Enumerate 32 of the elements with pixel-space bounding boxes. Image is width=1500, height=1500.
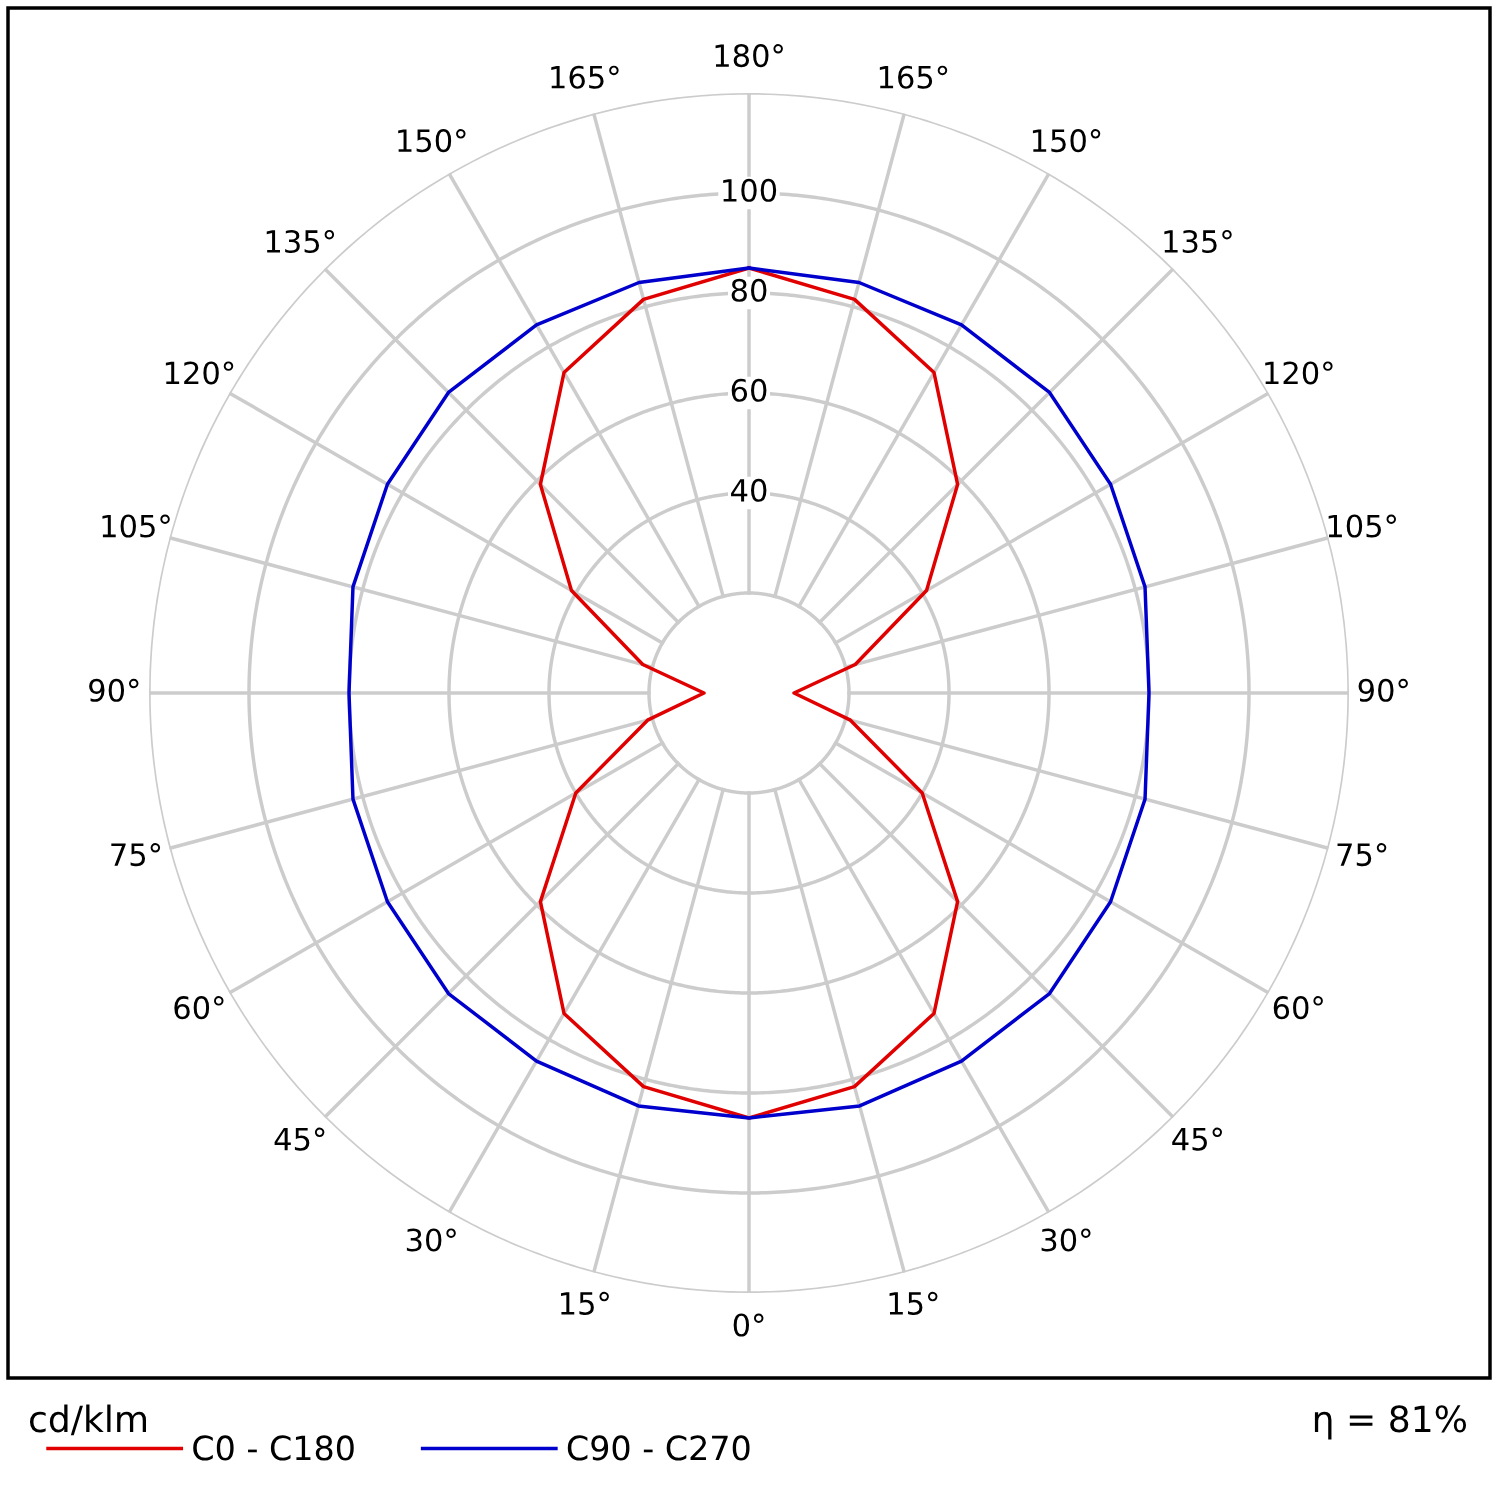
- y-tick-label: 100: [723, 178, 777, 202]
- spoke-label: 150°: [1032, 129, 1101, 153]
- spoke-label: 75°: [1337, 843, 1387, 867]
- spoke-label: 15°: [561, 1291, 609, 1315]
- spoke-label: 60°: [174, 996, 224, 1020]
- text: cd/klm: [29, 1404, 146, 1436]
- y-tick-label: 60: [731, 378, 767, 402]
- y-tick-label: 40: [731, 478, 767, 502]
- spoke-label: 180°: [715, 44, 783, 68]
- spoke-label: 165°: [551, 65, 619, 89]
- y-tick-label: 80: [731, 278, 767, 302]
- legend-label: C90 - C270: [567, 1435, 750, 1461]
- spoke-label: 75°: [111, 843, 161, 867]
- spoke-label: 90°: [1358, 678, 1408, 702]
- spoke-label: 105°: [1328, 514, 1396, 538]
- spoke-label: 90°: [89, 678, 139, 702]
- spoke-label: 165°: [879, 65, 948, 89]
- legend-label: C0 - C180: [193, 1435, 354, 1461]
- spoke-label: 0°: [733, 1313, 764, 1337]
- spoke-label: 120°: [1265, 361, 1333, 385]
- spoke-label: 45°: [1172, 1127, 1222, 1151]
- spoke-label: 45°: [274, 1127, 325, 1151]
- spoke-label: 105°: [102, 514, 170, 538]
- spoke-label: 30°: [1041, 1228, 1091, 1252]
- text: η = 81%: [1314, 1405, 1467, 1440]
- spoke-label: 135°: [1164, 229, 1232, 254]
- spoke-label: 15°: [889, 1291, 938, 1315]
- spoke-label: 135°: [266, 229, 335, 254]
- spoke-label: 60°: [1273, 996, 1323, 1020]
- spoke-label: 30°: [406, 1228, 456, 1252]
- spoke-label: 150°: [398, 129, 466, 153]
- spoke-label: 120°: [165, 361, 234, 385]
